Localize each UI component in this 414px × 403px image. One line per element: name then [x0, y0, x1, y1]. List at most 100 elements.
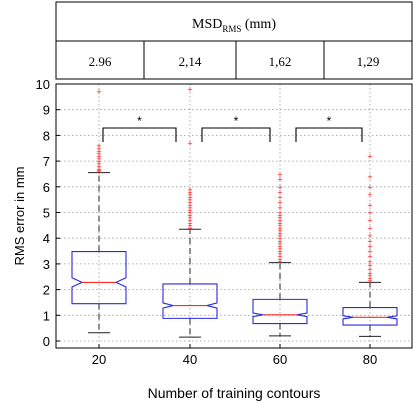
outlier-marker: + — [367, 151, 372, 161]
notched-box — [162, 283, 218, 319]
x-tick-label: 40 — [183, 352, 197, 367]
outlier-marker: + — [96, 166, 101, 176]
outlier-marker: + — [277, 198, 282, 208]
outlier-marker: + — [367, 265, 372, 275]
outlier-marker: + — [187, 221, 192, 231]
outlier-marker: + — [96, 162, 101, 172]
outlier-marker: + — [367, 247, 372, 257]
outlier-marker: + — [277, 257, 282, 267]
outlier-marker: + — [277, 216, 282, 226]
y-tick-label: 0 — [43, 334, 50, 349]
outlier-marker: + — [367, 200, 372, 210]
y-tick-label: 2 — [43, 283, 50, 298]
plot-frame — [55, 83, 413, 349]
outlier-marker: + — [96, 164, 101, 174]
outlier-marker: + — [367, 236, 372, 246]
x-axis-label: Number of training contours — [148, 385, 321, 401]
outlier-marker: + — [187, 211, 192, 221]
outlier-marker: + — [187, 223, 192, 233]
outlier-marker: + — [367, 252, 372, 262]
y-tick-label: 1 — [43, 308, 50, 323]
outlier-marker: + — [367, 271, 372, 281]
outlier-marker: + — [187, 208, 192, 218]
msd-value: 2,14 — [179, 54, 202, 69]
outlier-marker: + — [277, 229, 282, 239]
outlier-marker: + — [277, 231, 282, 241]
outlier-marker: + — [367, 182, 372, 192]
outlier-marker: + — [367, 261, 372, 271]
outlier-marker: + — [277, 236, 282, 246]
outlier-marker: + — [187, 195, 192, 205]
msd-table-cells: 2.96 2,14 1,62 1,29 — [89, 41, 379, 79]
outlier-marker: + — [96, 141, 101, 151]
x-tick-label: 80 — [363, 352, 377, 367]
outlier-marker: + — [187, 85, 192, 95]
outlier-marker: + — [187, 216, 192, 226]
outlier-marker: + — [277, 203, 282, 213]
outlier-marker: + — [277, 175, 282, 185]
outlier-marker: + — [277, 208, 282, 218]
msd-title-subscript: RMS — [222, 24, 241, 34]
y-tick-label: 5 — [43, 206, 50, 221]
significance-label: * — [234, 114, 239, 128]
box-20: +++++++++++++ — [71, 87, 127, 334]
outlier-marker: + — [277, 213, 282, 223]
outlier-marker: + — [367, 241, 372, 251]
outlier-marker: + — [187, 187, 192, 197]
y-axis-label: RMS error in mm — [12, 167, 27, 266]
bracket-line — [102, 127, 177, 142]
outlier-marker: + — [277, 239, 282, 249]
outlier-marker: + — [277, 244, 282, 254]
outlier-marker: + — [187, 200, 192, 210]
outlier-marker: + — [96, 157, 101, 167]
outlier-marker: + — [277, 187, 282, 197]
outlier-marker: + — [96, 151, 101, 161]
msd-table: MSDRMS (mm) 2.96 2,14 1,62 1,29 — [55, 1, 413, 80]
outlier-marker: + — [96, 149, 101, 159]
significance-bracket: * — [201, 114, 271, 142]
outlier-marker: + — [367, 216, 372, 226]
msd-value: 2.96 — [89, 54, 112, 69]
outlier-marker: + — [277, 218, 282, 228]
outlier-marker: + — [277, 193, 282, 203]
outlier-marker: + — [277, 249, 282, 259]
significance-brackets: * * * — [102, 114, 363, 142]
y-tick-label: 4 — [43, 231, 50, 246]
outlier-marker: + — [277, 211, 282, 221]
outlier-marker: + — [187, 185, 192, 195]
y-tick-label: 3 — [43, 257, 50, 272]
box-40: ++++++++++++++++++ — [162, 85, 218, 338]
outlier-marker: + — [367, 276, 372, 286]
y-axis-ticks: 0 1 2 3 4 5 6 7 8 9 10 — [36, 77, 60, 349]
outlier-marker: + — [187, 205, 192, 215]
y-tick-label: 10 — [36, 77, 50, 92]
significance-bracket: * — [295, 114, 363, 142]
outlier-marker: + — [187, 198, 192, 208]
outlier-marker: + — [367, 274, 372, 284]
outlier-marker: + — [277, 234, 282, 244]
outlier-marker: + — [96, 146, 101, 156]
outlier-marker: + — [96, 159, 101, 169]
outlier-marker: + — [187, 193, 192, 203]
outlier-marker: + — [367, 208, 372, 218]
outlier-marker: + — [277, 223, 282, 233]
significance-label: * — [327, 114, 332, 128]
outlier-marker: + — [96, 167, 101, 177]
box-series: ++++++++++++++++++++++++++++++++++++++++… — [71, 85, 398, 338]
outlier-marker: + — [96, 87, 101, 97]
x-tick-label: 60 — [273, 352, 287, 367]
outlier-marker: + — [96, 144, 101, 154]
outlier-marker: + — [367, 223, 372, 233]
y-tick-label: 6 — [43, 180, 50, 195]
significance-bracket: * — [102, 114, 177, 142]
outlier-marker: + — [277, 221, 282, 231]
outlier-marker: + — [187, 203, 192, 213]
msd-table-title: MSDRMS (mm) — [192, 17, 276, 34]
outlier-marker: + — [367, 231, 372, 241]
outlier-marker: + — [367, 268, 372, 278]
bracket-line — [295, 127, 363, 142]
outlier-marker: + — [96, 154, 101, 164]
outlier-marker: + — [187, 190, 192, 200]
